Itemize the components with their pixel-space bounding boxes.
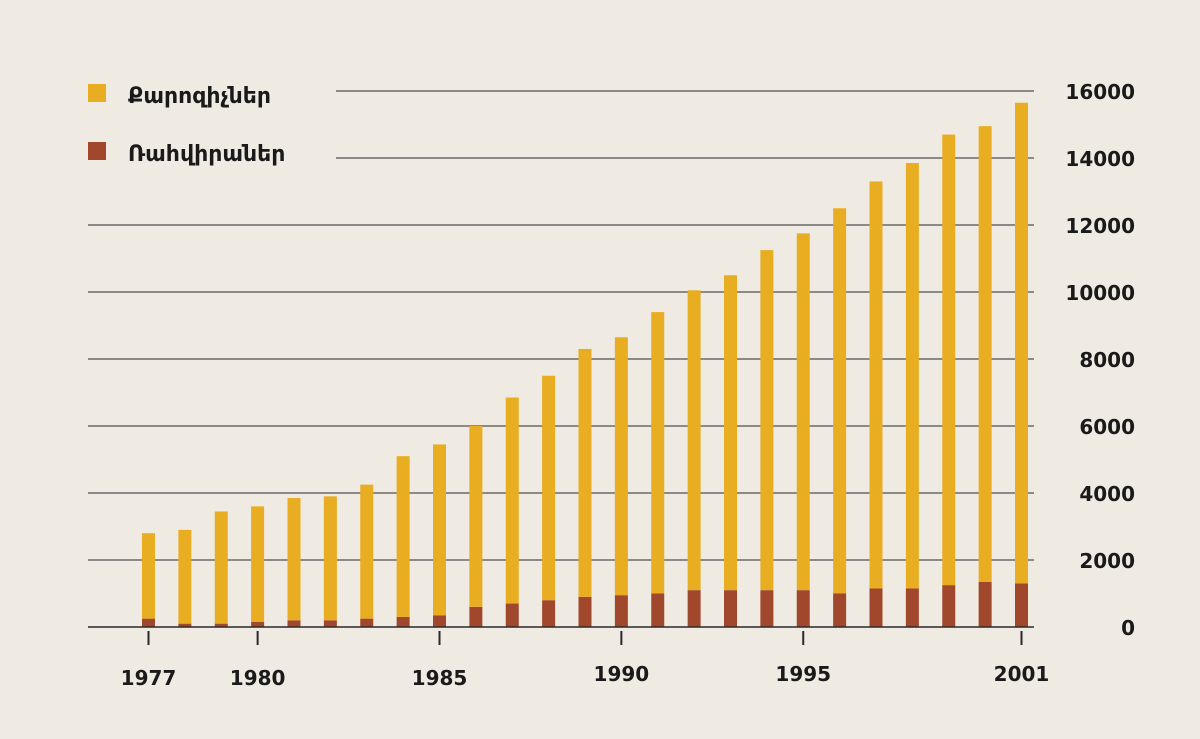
x-axis <box>88 626 1034 645</box>
bar-preachers-2000 <box>978 126 992 582</box>
bar-preachers-1995 <box>796 233 810 591</box>
bar-pioneers-1979 <box>214 623 228 627</box>
y-tick-label-0: 0 <box>1121 616 1135 640</box>
bar-preachers-1992 <box>687 290 701 591</box>
bar-preachers-1977 <box>142 533 155 619</box>
bar-preachers-1987 <box>505 397 519 604</box>
bar-pioneers-1987 <box>505 603 519 627</box>
bar-preachers-1982 <box>323 496 337 621</box>
bar-preachers-1981 <box>287 498 301 621</box>
bar-preachers-1986 <box>469 426 483 607</box>
x-tick-label-1977: 1977 <box>121 666 177 690</box>
bar-pioneers-1980 <box>251 621 265 627</box>
bar-pioneers-1994 <box>760 590 774 627</box>
bar-preachers-1983 <box>360 484 374 619</box>
bar-preachers-1993 <box>724 275 737 591</box>
bar-preachers-1988 <box>542 375 556 601</box>
bar-pioneers-1995 <box>796 590 810 627</box>
bar-preachers-1999 <box>942 134 956 586</box>
bar-preachers-1980 <box>251 506 265 622</box>
legend-label-preachers: Քարոզիչներ <box>128 84 271 109</box>
legend-swatch-pioneers <box>88 142 106 160</box>
bar-pioneers-1997 <box>869 588 883 627</box>
bar-pioneers-1999 <box>942 585 956 627</box>
bar-pioneers-1978 <box>178 623 192 627</box>
bar-preachers-1998 <box>905 163 919 589</box>
bar-pioneers-1981 <box>287 620 301 627</box>
bar-preachers-1989 <box>578 348 592 597</box>
y-tick-label-4000: 4000 <box>1079 482 1135 506</box>
bar-pioneers-1986 <box>469 606 483 627</box>
bar-pioneers-1996 <box>833 593 847 627</box>
bar-pioneers-2001 <box>1015 583 1028 627</box>
y-tick-label-6000: 6000 <box>1079 415 1135 439</box>
bar-preachers-1979 <box>214 511 228 624</box>
bar-preachers-1996 <box>833 208 847 594</box>
x-axis-tick-labels: 1977 1980 1985 1990 1995 2001 <box>121 662 1050 690</box>
x-tick-label-1995: 1995 <box>775 662 831 686</box>
bars <box>142 102 1028 627</box>
bar-preachers-1997 <box>869 181 883 589</box>
bar-pioneers-2000 <box>978 581 992 627</box>
bar-preachers-1991 <box>651 312 665 594</box>
bar-pioneers-1985 <box>433 615 446 627</box>
y-tick-label-14000: 14000 <box>1065 147 1135 171</box>
bar-pioneers-1998 <box>905 588 919 627</box>
y-tick-label-2000: 2000 <box>1079 549 1135 573</box>
bar-preachers-2001 <box>1015 102 1028 584</box>
bar-pioneers-1982 <box>323 620 337 627</box>
bar-preachers-1990 <box>614 337 628 596</box>
bar-preachers-1978 <box>178 529 192 624</box>
bar-pioneers-1992 <box>687 590 701 627</box>
bar-pioneers-1990 <box>614 595 628 627</box>
legend-label-pioneers: Ռահվիրաներ <box>128 142 285 167</box>
bar-pioneers-1993 <box>724 590 737 627</box>
legend: Քարոզիչներ Ռահվիրաներ <box>88 84 285 167</box>
bar-preachers-1994 <box>760 250 774 591</box>
y-tick-label-10000: 10000 <box>1065 281 1135 305</box>
y-tick-label-12000: 12000 <box>1065 214 1135 238</box>
bar-pioneers-1977 <box>142 618 155 627</box>
bar-pioneers-1988 <box>542 600 556 627</box>
bar-preachers-1985 <box>433 444 446 616</box>
legend-swatch-preachers <box>88 84 106 102</box>
gridlines <box>88 90 1034 561</box>
bar-preachers-1984 <box>396 456 410 617</box>
y-tick-label-8000: 8000 <box>1079 348 1135 372</box>
x-tick-label-1980: 1980 <box>230 666 286 690</box>
bar-pioneers-1984 <box>396 616 410 627</box>
y-axis-tick-labels: 0 2000 4000 6000 8000 10000 12000 14000 16000 <box>1065 80 1135 640</box>
x-tick-label-2001: 2001 <box>994 662 1050 686</box>
bar-pioneers-1983 <box>360 618 374 627</box>
x-tick-label-1990: 1990 <box>594 662 650 686</box>
x-tick-label-1985: 1985 <box>412 666 468 690</box>
bar-pioneers-1991 <box>651 593 665 627</box>
bar-pioneers-1989 <box>578 596 592 627</box>
y-tick-label-16000: 16000 <box>1065 80 1135 104</box>
